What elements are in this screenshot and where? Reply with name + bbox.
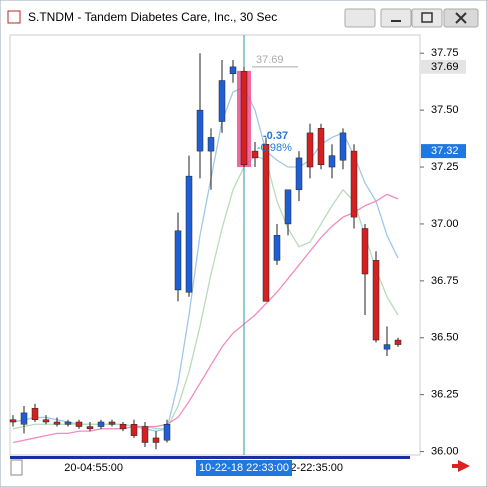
candle-body <box>394 339 402 345</box>
y-tick-label: 37.00 <box>431 218 459 230</box>
scroll-right-arrow[interactable] <box>452 460 470 472</box>
candle-body <box>185 175 193 293</box>
candle-body <box>86 426 94 430</box>
candle-body <box>53 421 61 425</box>
candle-body <box>97 421 105 427</box>
candle-body <box>207 137 215 152</box>
candle-body <box>295 157 303 191</box>
y-tick-label: 36.50 <box>431 332 459 344</box>
y-tick-label: 36.00 <box>431 445 459 457</box>
candle-body <box>251 150 259 159</box>
candle-body <box>20 412 28 425</box>
candle-body <box>350 150 358 218</box>
y-tick-label: 36.75 <box>431 275 459 287</box>
link-button[interactable] <box>344 8 376 28</box>
candle-body <box>130 424 138 436</box>
y-tick-label: 37.25 <box>431 161 459 173</box>
maximize-button[interactable] <box>411 8 443 28</box>
change-label: -0.37 <box>263 130 288 142</box>
minimize-button[interactable] <box>380 8 412 28</box>
change-pct-label: -0.98% <box>257 142 292 154</box>
candle-body <box>152 437 160 443</box>
crosshair-price-note: 37.69 <box>256 54 284 66</box>
crosshair-price-box <box>421 59 466 74</box>
crosshair-price-label: 37.69 <box>431 61 459 73</box>
candle-body <box>218 80 226 122</box>
last-price-box <box>421 144 466 159</box>
candle-body <box>284 189 292 225</box>
candle-body <box>75 421 83 427</box>
candle-body <box>306 132 314 168</box>
candle-body <box>196 109 204 152</box>
candle-body <box>108 421 116 425</box>
candle-body <box>240 71 248 166</box>
crosshair-time-box <box>196 460 292 476</box>
y-tick-label: 37.75 <box>431 47 459 59</box>
moving-average-line <box>12 193 399 444</box>
candle-body <box>328 155 336 168</box>
candle-body <box>361 228 369 275</box>
plot-area <box>9 34 421 456</box>
scrollbar[interactable] <box>10 456 410 459</box>
x-tick-label: 22-22:35:00 <box>284 462 343 474</box>
candle-body <box>64 421 72 425</box>
candle-body <box>229 66 237 74</box>
close-icon <box>455 12 467 24</box>
candle-body <box>339 132 347 161</box>
y-tick-label: 37.50 <box>431 104 459 116</box>
candle-body <box>372 260 380 341</box>
candle-body <box>163 424 171 441</box>
last-price-label: 37.32 <box>431 145 459 157</box>
candle-body <box>383 344 391 350</box>
maximize-icon <box>421 12 433 23</box>
candle-body <box>317 128 325 166</box>
x-tick-label: 20-04:55:00 <box>64 462 123 474</box>
candle-body <box>174 230 182 291</box>
candle-body <box>119 424 127 430</box>
candle-body <box>273 235 281 261</box>
candle-body <box>42 419 50 423</box>
candle-body <box>262 144 270 302</box>
candle-body <box>31 408 39 420</box>
window-title: S.TNDM - Tandem Diabetes Care, Inc., 30 … <box>28 10 277 24</box>
scroll-handle[interactable] <box>10 459 23 476</box>
candle-body <box>141 426 149 443</box>
crosshair-time-label: 10-22-18 22:33:00 <box>199 462 289 474</box>
app-icon <box>7 10 21 24</box>
y-tick-label: 36.25 <box>431 389 459 401</box>
candle-body <box>9 419 17 423</box>
